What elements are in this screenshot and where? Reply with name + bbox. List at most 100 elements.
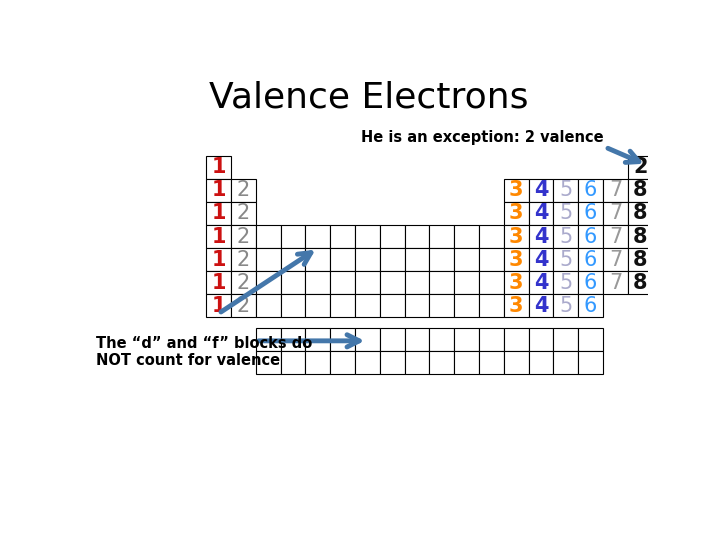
Text: 5: 5 bbox=[559, 296, 572, 316]
Bar bbox=[578, 351, 603, 374]
Bar bbox=[429, 351, 454, 374]
Text: 3: 3 bbox=[509, 204, 523, 224]
Text: 6: 6 bbox=[584, 226, 598, 246]
Bar bbox=[330, 225, 355, 248]
Text: 7: 7 bbox=[609, 180, 622, 200]
Bar bbox=[578, 225, 603, 248]
Bar bbox=[305, 294, 330, 318]
Bar bbox=[528, 202, 554, 225]
Text: 1: 1 bbox=[212, 273, 226, 293]
Bar bbox=[628, 271, 652, 294]
Bar bbox=[504, 351, 528, 374]
Text: 3: 3 bbox=[509, 249, 523, 269]
Bar bbox=[256, 248, 281, 271]
Text: 7: 7 bbox=[609, 226, 622, 246]
Bar bbox=[528, 179, 554, 202]
Text: 1: 1 bbox=[212, 204, 226, 224]
Bar bbox=[528, 328, 554, 351]
Bar bbox=[206, 156, 231, 179]
Bar bbox=[256, 271, 281, 294]
Bar bbox=[380, 328, 405, 351]
Bar bbox=[504, 248, 528, 271]
Bar bbox=[554, 202, 578, 225]
Bar bbox=[206, 294, 231, 318]
Bar bbox=[405, 225, 429, 248]
Bar bbox=[504, 225, 528, 248]
Text: 4: 4 bbox=[534, 180, 549, 200]
Bar bbox=[454, 294, 479, 318]
Bar bbox=[578, 328, 603, 351]
Bar bbox=[405, 294, 429, 318]
Bar bbox=[355, 294, 380, 318]
Text: 2: 2 bbox=[237, 249, 250, 269]
Bar bbox=[628, 156, 652, 179]
Text: 8: 8 bbox=[633, 226, 647, 246]
Text: 8: 8 bbox=[633, 249, 647, 269]
Bar bbox=[231, 179, 256, 202]
Text: 7: 7 bbox=[609, 249, 622, 269]
Bar bbox=[628, 179, 652, 202]
Text: 7: 7 bbox=[609, 273, 622, 293]
Bar bbox=[305, 351, 330, 374]
Text: 2: 2 bbox=[237, 273, 250, 293]
Bar bbox=[479, 351, 504, 374]
Text: 7: 7 bbox=[609, 204, 622, 224]
Bar bbox=[256, 294, 281, 318]
Bar bbox=[603, 179, 628, 202]
Text: 5: 5 bbox=[559, 180, 572, 200]
Text: 3: 3 bbox=[509, 180, 523, 200]
Bar bbox=[454, 328, 479, 351]
Bar bbox=[355, 271, 380, 294]
Text: 4: 4 bbox=[534, 204, 549, 224]
Bar bbox=[231, 225, 256, 248]
Bar bbox=[578, 271, 603, 294]
Text: 6: 6 bbox=[584, 180, 598, 200]
Bar bbox=[330, 248, 355, 271]
Bar bbox=[603, 225, 628, 248]
Text: 8: 8 bbox=[633, 273, 647, 293]
Bar bbox=[454, 271, 479, 294]
Bar bbox=[380, 294, 405, 318]
Bar bbox=[454, 351, 479, 374]
Bar bbox=[504, 271, 528, 294]
Bar bbox=[330, 351, 355, 374]
Text: 1: 1 bbox=[212, 157, 226, 177]
Bar bbox=[479, 248, 504, 271]
Text: The “d” and “f” blocks do
NOT count for valence: The “d” and “f” blocks do NOT count for … bbox=[96, 336, 312, 368]
Text: 2: 2 bbox=[237, 180, 250, 200]
Bar bbox=[578, 202, 603, 225]
Bar bbox=[578, 179, 603, 202]
Bar bbox=[454, 225, 479, 248]
Bar bbox=[405, 248, 429, 271]
Text: 2: 2 bbox=[237, 296, 250, 316]
Bar bbox=[206, 248, 231, 271]
Bar bbox=[429, 248, 454, 271]
Bar bbox=[231, 202, 256, 225]
Bar bbox=[554, 351, 578, 374]
Bar bbox=[355, 225, 380, 248]
Bar bbox=[305, 328, 330, 351]
Bar bbox=[281, 328, 305, 351]
Bar bbox=[429, 328, 454, 351]
Bar bbox=[231, 248, 256, 271]
Text: 5: 5 bbox=[559, 249, 572, 269]
Bar bbox=[305, 271, 330, 294]
Bar bbox=[405, 351, 429, 374]
Bar bbox=[281, 294, 305, 318]
Bar bbox=[504, 179, 528, 202]
Bar bbox=[281, 271, 305, 294]
Bar bbox=[206, 202, 231, 225]
Bar bbox=[554, 328, 578, 351]
Text: 1: 1 bbox=[212, 249, 226, 269]
Text: 6: 6 bbox=[584, 249, 598, 269]
Bar bbox=[554, 248, 578, 271]
Text: 1: 1 bbox=[212, 180, 226, 200]
Bar bbox=[256, 351, 281, 374]
Bar bbox=[628, 248, 652, 271]
Bar bbox=[305, 225, 330, 248]
Bar bbox=[578, 248, 603, 271]
Text: 2: 2 bbox=[237, 226, 250, 246]
Text: 3: 3 bbox=[509, 296, 523, 316]
Bar bbox=[231, 271, 256, 294]
Text: 4: 4 bbox=[534, 273, 549, 293]
